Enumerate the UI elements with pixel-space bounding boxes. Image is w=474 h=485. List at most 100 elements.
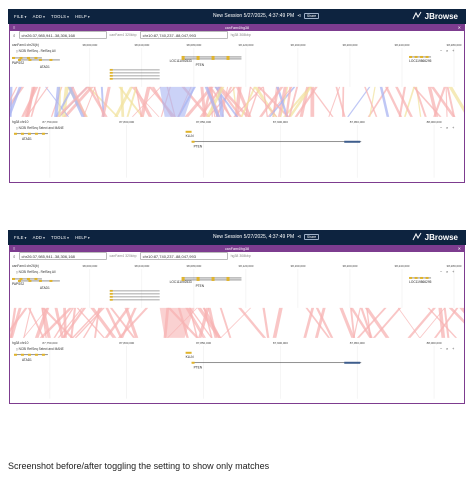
menu-help[interactable]: HELP ▾ [75,235,90,240]
location-input-2[interactable]: chr10:87,740,237..88,047,993 [139,31,228,39]
synteny-link [56,86,90,117]
exon [185,130,192,133]
menu-file[interactable]: FILE ▾ [14,235,27,240]
search-icon[interactable]: ⌕ [13,253,16,259]
ruler-tick-label: 87,750,000 [42,120,57,124]
menu-add[interactable]: ADD ▾ [32,14,46,19]
synteny-link [238,307,267,338]
search-icon[interactable]: ⌕ [446,48,448,53]
exon [27,353,31,356]
exon [181,55,185,58]
location-input-1[interactable]: chr26:37,985,941..38,306,168 [18,31,107,39]
zoom-out-icon[interactable]: − [440,48,443,53]
synteny-link [430,86,456,117]
synteny-link [218,86,250,117]
synteny-link [124,307,139,338]
hamburger-icon[interactable]: ≡ [13,25,16,30]
menu-tools[interactable]: TOOLS ▾ [51,14,70,19]
synteny-link [220,307,252,338]
synteny-link [120,307,137,338]
synteny-link [117,307,149,338]
jbrowse-logo-icon [412,232,422,241]
share-button[interactable]: Share [304,13,319,19]
synteny-link [41,307,74,338]
synteny-link [206,86,225,117]
zoom-out-icon[interactable]: − [440,269,443,274]
synteny-link [427,307,458,338]
synteny-link [395,86,413,117]
exon [34,277,38,280]
synteny-link [135,86,142,117]
ruler-tick-label: 38,200,000 [342,264,357,268]
location-input-1[interactable]: chr26:37,985,941..38,306,168 [18,252,107,260]
exon [11,56,15,59]
menu-add[interactable]: ADD ▾ [32,235,46,240]
search-icon[interactable]: ⌕ [446,346,448,351]
assembly-size-1: canFam4 320kbp [109,254,137,258]
exon [11,277,15,280]
synteny-link [76,307,106,338]
exon [17,279,21,282]
synteny-link [309,86,334,117]
synteny-link [398,86,406,117]
synteny-link [347,86,371,117]
search-icon[interactable]: ⌕ [446,125,448,130]
ruler-tick-label: 38,240,000 [395,43,410,47]
zoom-in-icon[interactable]: + [452,346,455,351]
synteny-link [427,86,439,117]
ruler-tick-label: 38,200,000 [342,43,357,47]
synteny-link [314,307,326,338]
synteny-link [257,86,290,117]
brand: JBrowse [412,11,458,21]
exon [226,276,230,279]
gene-label: PTEN [194,145,203,149]
share-button[interactable]: Share [304,234,319,240]
ruler-tick-label: 38,240,000 [395,264,410,268]
synteny-canvas[interactable]: canFam4 chr26(b) 38,000,000 38,040,000 38,0… [10,40,464,180]
search-icon[interactable]: ⌕ [13,32,16,38]
synteny-link [342,86,345,117]
hamburger-icon[interactable]: ≡ [13,246,16,251]
zoom-in-icon[interactable]: + [452,48,455,53]
synteny-link [67,86,85,117]
exon [191,361,195,364]
zoom-in-icon[interactable]: + [452,269,455,274]
share-icon[interactable]: ⋖ [297,13,302,19]
ruler-tick-label: 87,800,000 [119,120,134,124]
share-icon[interactable]: ⋖ [297,234,302,240]
synteny-link [204,86,220,117]
track-label: ▯ NCBI RefSeq - RefSeq All [16,270,56,274]
synteny-link [54,307,65,338]
caret-down-icon: ▾ [24,235,27,240]
exon [28,58,32,61]
exon [34,132,38,135]
caret-down-icon: ▾ [67,235,70,240]
exon [425,276,429,279]
menu-file[interactable]: FILE ▾ [14,14,27,19]
close-icon[interactable]: ✕ [457,25,461,30]
zoom-out-icon[interactable]: − [440,125,443,130]
location-input-2[interactable]: chr10:87,740,237..88,047,993 [139,252,228,260]
exon [28,279,32,282]
zoom-out-icon[interactable]: − [440,346,443,351]
exon [109,68,113,71]
synteny-link [140,86,151,117]
zoom-in-icon[interactable]: + [452,125,455,130]
session-title: New Session 5/27/2025, 4:37:49 PM ⋖ Shar… [213,234,319,240]
exon [226,55,230,58]
exon [20,353,24,356]
exon [109,292,113,295]
exon [191,140,195,143]
search-icon[interactable]: ⌕ [446,269,448,274]
synteny-link [25,86,49,117]
exon [26,56,30,59]
caret-down-icon: ▾ [87,14,90,19]
synteny-canvas[interactable]: canFam4 chr26(b) 38,000,000 38,040,000 38,0… [10,261,464,401]
menu-tools[interactable]: TOOLS ▾ [51,235,70,240]
exon [211,57,215,60]
menu-help[interactable]: HELP ▾ [75,14,90,19]
synteny-link [446,86,456,117]
gene-label: PTEN [196,63,205,67]
close-icon[interactable]: ✕ [457,246,461,251]
ruler-tick-label: 88,000,000 [427,120,442,124]
